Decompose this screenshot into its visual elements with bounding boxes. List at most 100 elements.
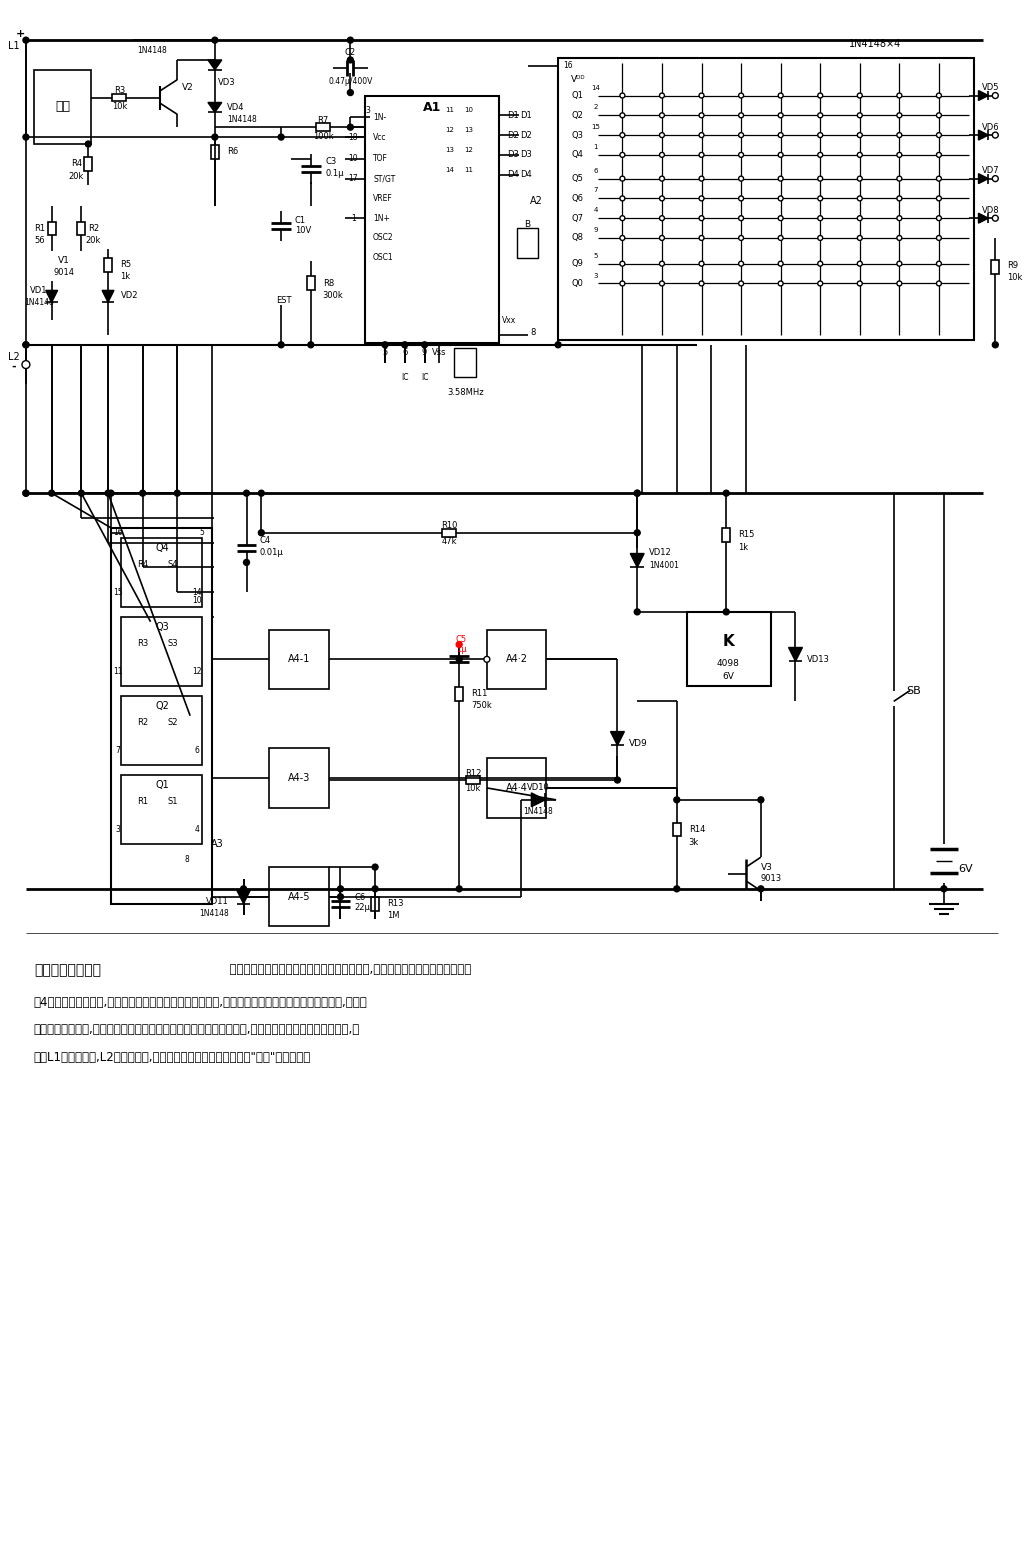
Circle shape <box>738 133 744 138</box>
Text: OSC1: OSC1 <box>373 254 393 262</box>
Circle shape <box>817 196 823 200</box>
Text: 3: 3 <box>366 106 371 114</box>
Text: 1N4148: 1N4148 <box>227 114 257 124</box>
Circle shape <box>937 262 942 266</box>
Circle shape <box>699 113 703 117</box>
Circle shape <box>212 38 218 44</box>
Bar <box>77 222 85 235</box>
Text: A2: A2 <box>530 196 543 207</box>
Circle shape <box>778 175 784 182</box>
Circle shape <box>620 152 624 157</box>
Text: 15: 15 <box>592 124 600 130</box>
Circle shape <box>674 797 680 803</box>
Text: IC: IC <box>401 373 409 382</box>
Text: VD6: VD6 <box>982 122 999 132</box>
Circle shape <box>659 216 664 221</box>
Text: R7: R7 <box>317 116 329 125</box>
Text: Vxx: Vxx <box>501 316 516 324</box>
Text: R10: R10 <box>442 521 457 531</box>
Text: +: + <box>16 30 26 39</box>
Circle shape <box>620 175 624 182</box>
Text: 12: 12 <box>464 147 473 153</box>
Text: S4: S4 <box>167 561 178 568</box>
Circle shape <box>858 175 863 182</box>
Text: 话机: 话机 <box>55 100 70 113</box>
Circle shape <box>243 490 250 496</box>
Circle shape <box>699 175 703 182</box>
Polygon shape <box>102 290 114 302</box>
Text: 1N4148: 1N4148 <box>199 910 229 918</box>
Circle shape <box>659 235 664 241</box>
Text: 10k: 10k <box>465 785 481 794</box>
Circle shape <box>778 196 784 200</box>
Circle shape <box>937 280 942 287</box>
Circle shape <box>778 262 784 266</box>
Circle shape <box>897 262 902 266</box>
Circle shape <box>635 609 640 615</box>
Circle shape <box>858 262 863 266</box>
Circle shape <box>243 559 250 565</box>
Text: VREF: VREF <box>373 194 393 204</box>
Circle shape <box>778 113 784 117</box>
Text: 1N4148: 1N4148 <box>138 45 167 55</box>
Text: TOF: TOF <box>373 155 388 163</box>
Circle shape <box>614 777 620 783</box>
Text: Q0: Q0 <box>572 279 583 288</box>
Circle shape <box>817 280 823 287</box>
Circle shape <box>992 215 998 221</box>
Text: Q2: Q2 <box>572 111 583 121</box>
Text: 9013: 9013 <box>761 874 782 883</box>
Polygon shape <box>979 130 988 139</box>
Text: 9: 9 <box>422 348 427 357</box>
Bar <box>121 617 202 686</box>
Bar <box>454 348 476 377</box>
Circle shape <box>778 216 784 221</box>
Bar <box>443 529 456 537</box>
Text: Q4: Q4 <box>572 150 583 160</box>
Text: D1: D1 <box>506 111 519 121</box>
Text: 3.58MHz: 3.58MHz <box>447 388 484 396</box>
Text: 6: 6 <box>194 745 199 755</box>
Text: 1M: 1M <box>387 911 400 921</box>
Text: C3: C3 <box>326 157 337 166</box>
Text: 12: 12 <box>445 127 454 133</box>
Circle shape <box>620 216 624 221</box>
Text: 1: 1 <box>351 213 355 222</box>
Circle shape <box>738 262 744 266</box>
Circle shape <box>556 341 561 348</box>
Polygon shape <box>979 91 988 100</box>
Circle shape <box>992 92 998 99</box>
Circle shape <box>620 113 624 117</box>
Text: C4: C4 <box>260 536 270 545</box>
Circle shape <box>402 341 408 348</box>
Circle shape <box>347 124 353 130</box>
Circle shape <box>659 113 664 117</box>
Polygon shape <box>207 60 222 70</box>
Text: 0.47μ/400V: 0.47μ/400V <box>329 77 373 86</box>
Text: 0.1μ: 0.1μ <box>326 169 344 179</box>
Text: 10: 10 <box>464 108 473 113</box>
Circle shape <box>897 113 902 117</box>
Circle shape <box>699 196 703 200</box>
Text: VD12: VD12 <box>649 548 672 557</box>
Text: S1: S1 <box>167 797 178 806</box>
Text: Q7: Q7 <box>572 213 584 222</box>
Circle shape <box>738 235 744 241</box>
Circle shape <box>858 152 863 157</box>
Text: C6: C6 <box>354 893 366 902</box>
Text: Vᴰᴰ: Vᴰᴰ <box>571 75 585 85</box>
Text: 4098: 4098 <box>717 659 739 667</box>
Text: 9014: 9014 <box>53 268 74 277</box>
Text: A4·2: A4·2 <box>505 655 528 664</box>
Circle shape <box>22 360 30 368</box>
Bar <box>558 58 974 340</box>
Circle shape <box>659 92 664 99</box>
Bar <box>307 276 314 290</box>
Text: Q6: Q6 <box>572 194 584 204</box>
Text: R3: R3 <box>114 86 125 96</box>
Text: Q2: Q2 <box>155 702 169 711</box>
Circle shape <box>620 133 624 138</box>
Text: 5: 5 <box>594 252 598 258</box>
Circle shape <box>372 886 378 891</box>
Text: 16: 16 <box>563 61 573 70</box>
